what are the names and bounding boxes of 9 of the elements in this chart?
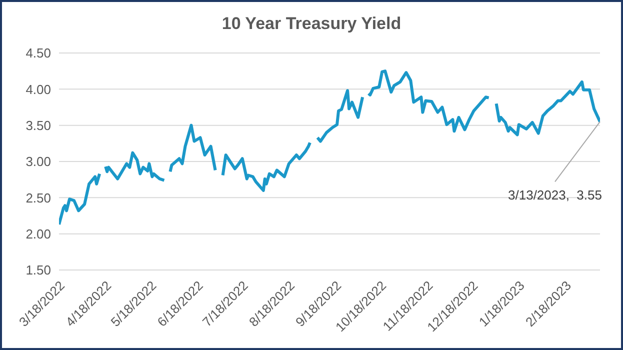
chart-title: 10 Year Treasury Yield <box>220 14 402 34</box>
annotation: 3/13/2023, 3.55 <box>508 188 602 203</box>
y-tick-label: 3.00 <box>26 154 51 170</box>
y-tick-label: 2.50 <box>26 190 51 206</box>
y-tick-label: 2.00 <box>26 226 51 242</box>
y-tick-label: 1.50 <box>26 262 51 278</box>
y-tick-label: 4.50 <box>26 46 51 61</box>
y-tick-label: 3.50 <box>26 118 51 133</box>
y-tick-label: 4.00 <box>26 82 51 97</box>
